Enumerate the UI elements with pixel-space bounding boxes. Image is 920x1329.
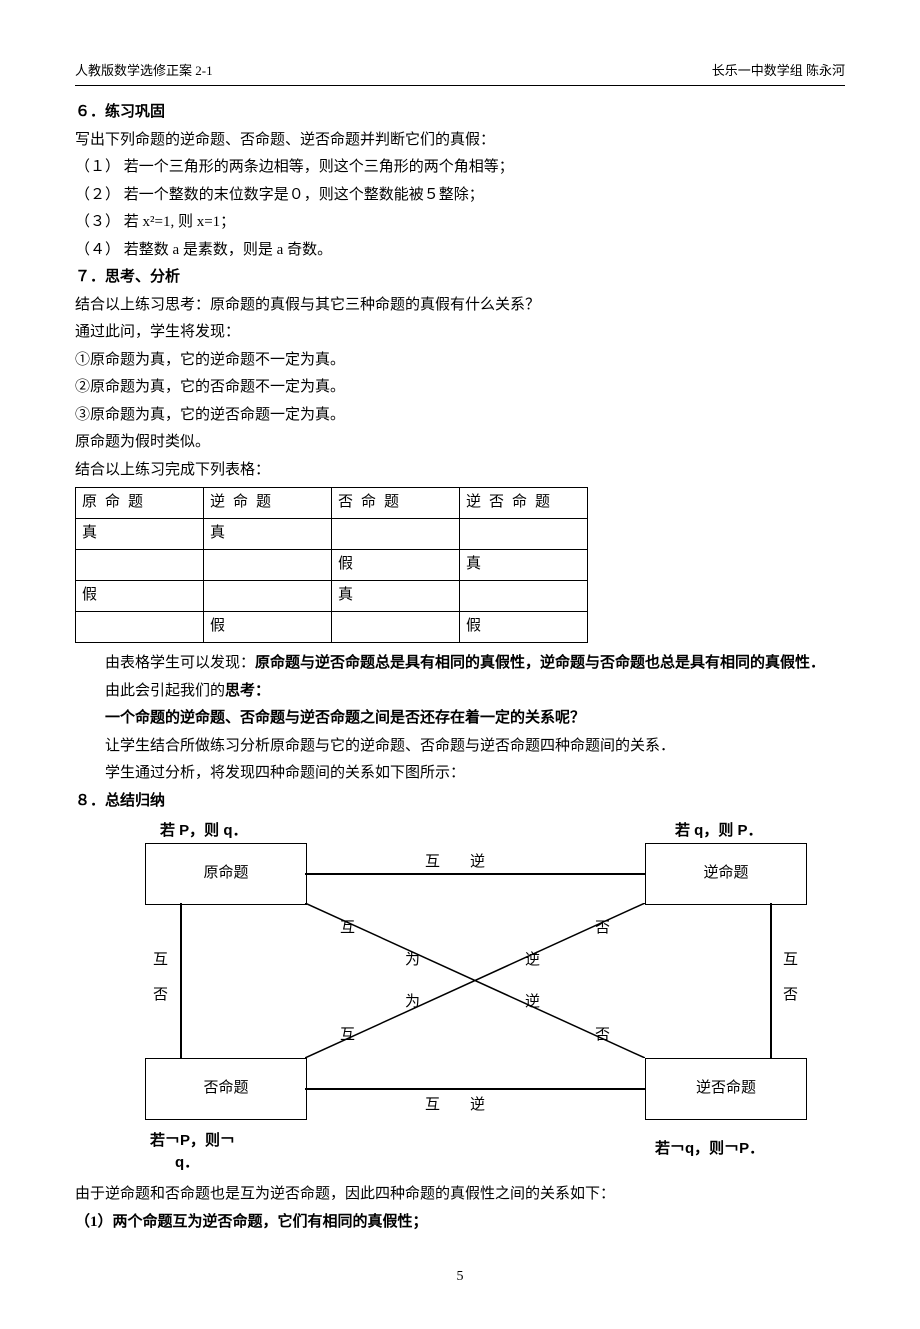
elabel-left1: 互 — [153, 948, 168, 974]
sec7-note: 原命题为假时类似。 — [75, 430, 845, 456]
cell — [460, 519, 588, 550]
sec6-item-3: （３） 若 x²=1, 则 x=1； — [75, 210, 845, 236]
cell: 假 — [204, 612, 332, 643]
elabel-d7: 逆 — [525, 990, 540, 1016]
sec7-lead: 通过此问，学生将发现： — [75, 320, 845, 346]
cell: 假 — [332, 550, 460, 581]
table-row: 假 假 — [76, 612, 588, 643]
p1b: 思考： — [225, 683, 270, 699]
cell — [460, 581, 588, 612]
sec8-rule1: （1）两个命题互为逆否命题，它们有相同的真假性； — [75, 1210, 845, 1236]
sec6-title: ６．练习巩固 — [75, 100, 845, 126]
header-left: 人教版数学选修正案 2-1 — [75, 60, 213, 82]
sec7-conclusion: 由表格学生可以发现：原命题与逆否命题总是具有相同的真假性，逆命题与否命题也总是具… — [75, 651, 845, 677]
cell — [204, 550, 332, 581]
label-tl: 若 P，则 q． — [160, 818, 248, 844]
sec8-after: 由于逆命题和否命题也是互为逆否命题，因此四种命题的真假性之间的关系如下： — [75, 1182, 845, 1208]
box-inverse: 否命题 — [145, 1058, 307, 1120]
sec6-item-2: （２） 若一个整数的末位数字是０，则这个整数能被５整除； — [75, 183, 845, 209]
sec6-item-4: （４） 若整数 a 是素数，则是 a 奇数。 — [75, 238, 845, 264]
relation-diagram: 若 P，则 q． 若 q，则 P． 若￢P，则￢ q． 若￢q，则￢P． 原命题… — [105, 818, 865, 1178]
elabel-top: 互逆 — [425, 850, 515, 876]
label-bl2: q． — [175, 1150, 199, 1176]
edge-right — [770, 903, 772, 1058]
elabel-d1: 互 — [340, 916, 355, 942]
cell — [332, 612, 460, 643]
sec6-intro: 写出下列命题的逆命题、否命题、逆否命题并判断它们的真假： — [75, 128, 845, 154]
cell: 假 — [76, 581, 204, 612]
label-tr: 若 q，则 P． — [675, 818, 763, 844]
sec7-p2: 一个命题的逆命题、否命题与逆否命题之间是否还存在着一定的关系呢？ — [75, 706, 845, 732]
elabel-d8: 否 — [595, 1023, 610, 1049]
edge-left — [180, 903, 182, 1058]
table-row: 假 真 — [76, 581, 588, 612]
sec8-title: ８．总结归纳 — [75, 789, 845, 815]
sec7-p3: 让学生结合所做练习分析原命题与它的逆命题、否命题与逆否命题四种命题间的关系． — [75, 734, 845, 760]
sec7-question: 结合以上练习思考：原命题的真假与其它三种命题的真假有什么关系？ — [75, 293, 845, 319]
cell — [76, 550, 204, 581]
conc-pre: 由表格学生可以发现： — [105, 655, 255, 671]
elabel-d4: 否 — [595, 916, 610, 942]
th-inverse: 否命题 — [332, 488, 460, 519]
sec7-p1: 由此会引起我们的思考： — [75, 679, 845, 705]
elabel-left2: 否 — [153, 983, 168, 1009]
cell: 假 — [460, 612, 588, 643]
cell — [204, 581, 332, 612]
sec6-item-1: （１） 若一个三角形的两条边相等，则这个三角形的两个角相等； — [75, 155, 845, 181]
elabel-right2: 否 — [783, 983, 798, 1009]
box-contrapositive: 逆否命题 — [645, 1058, 807, 1120]
conc-bold: 原命题与逆否命题总是具有相同的真假性，逆命题与否命题也总是具有相同的真假性． — [255, 655, 825, 671]
cell: 真 — [204, 519, 332, 550]
cell — [332, 519, 460, 550]
page-header: 人教版数学选修正案 2-1 长乐一中数学组 陈永河 — [75, 60, 845, 86]
table-row: 原命题 逆命题 否命题 逆否命题 — [76, 488, 588, 519]
p1a: 由此会引起我们的 — [105, 683, 225, 699]
sec7-title: ７．思考、分析 — [75, 265, 845, 291]
sec7-tablelead: 结合以上练习完成下列表格： — [75, 458, 845, 484]
th-converse: 逆命题 — [204, 488, 332, 519]
th-contrapositive: 逆否命题 — [460, 488, 588, 519]
elabel-d3: 逆 — [525, 948, 540, 974]
elabel-d5: 互 — [340, 1023, 355, 1049]
elabel-bottom: 互逆 — [425, 1093, 515, 1119]
table-row: 真 真 — [76, 519, 588, 550]
cell: 真 — [460, 550, 588, 581]
diagonal-lines — [305, 903, 645, 1058]
cell: 真 — [76, 519, 204, 550]
cell — [76, 612, 204, 643]
box-original: 原命题 — [145, 843, 307, 905]
elabel-right1: 互 — [783, 948, 798, 974]
label-br: 若￢q，则￢P． — [655, 1136, 764, 1162]
sec7-find-2: ②原命题为真，它的否命题不一定为真。 — [75, 375, 845, 401]
page-number: 5 — [75, 1265, 845, 1289]
truth-table: 原命题 逆命题 否命题 逆否命题 真 真 假 真 假 真 假 假 — [75, 487, 588, 643]
cell: 真 — [332, 581, 460, 612]
sec7-p4: 学生通过分析，将发现四种命题间的关系如下图所示： — [75, 761, 845, 787]
box-converse: 逆命题 — [645, 843, 807, 905]
elabel-d2: 为 — [405, 948, 420, 974]
th-original: 原命题 — [76, 488, 204, 519]
edge-bottom — [305, 1088, 645, 1090]
elabel-d6: 为 — [405, 990, 420, 1016]
sec7-find-1: ①原命题为真，它的逆命题不一定为真。 — [75, 348, 845, 374]
header-right: 长乐一中数学组 陈永河 — [712, 60, 845, 82]
sec7-find-3: ③原命题为真，它的逆否命题一定为真。 — [75, 403, 845, 429]
table-row: 假 真 — [76, 550, 588, 581]
